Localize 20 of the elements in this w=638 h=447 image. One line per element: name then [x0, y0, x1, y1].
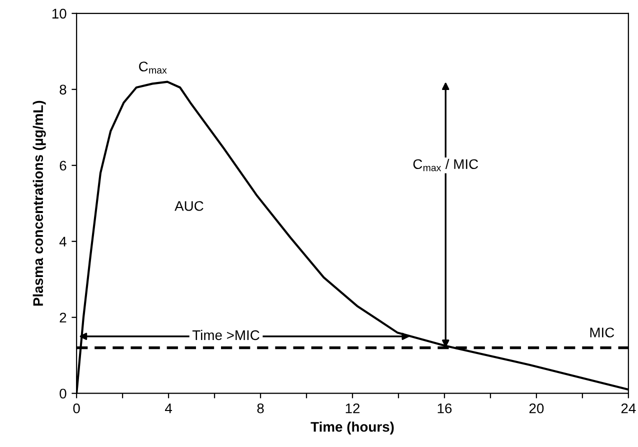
- x-tick-label: 24: [621, 403, 636, 414]
- y-tick-label: 2: [60, 312, 66, 322]
- y-axis-title: Plasma concentrations (µg/mL): [32, 100, 46, 306]
- y-tick-label: 4: [59, 236, 66, 246]
- x-tick-label: 12: [346, 403, 360, 414]
- annotation: C$_{max}$: [139, 62, 167, 74]
- x-tick-label: 4: [164, 404, 172, 414]
- y-tick-label: 6: [60, 160, 66, 171]
- x-tick-label: 0: [73, 403, 80, 414]
- x-tick-label: 20: [529, 403, 544, 414]
- y-tick-label: 8: [60, 84, 66, 95]
- x-tick-label: 16: [438, 403, 452, 414]
- annotation: Time >MIC: [192, 330, 260, 340]
- x-axis-title: Time (hours): [310, 422, 394, 435]
- y-tick-label: 10: [52, 8, 66, 19]
- y-tick-label: 0: [60, 388, 66, 399]
- x-tick-label: 8: [257, 403, 264, 414]
- ref-line-label: MIC: [590, 328, 614, 338]
- annotation: AUC: [174, 201, 204, 211]
- annotation: C$_{max}$ / MIC: [413, 158, 478, 172]
